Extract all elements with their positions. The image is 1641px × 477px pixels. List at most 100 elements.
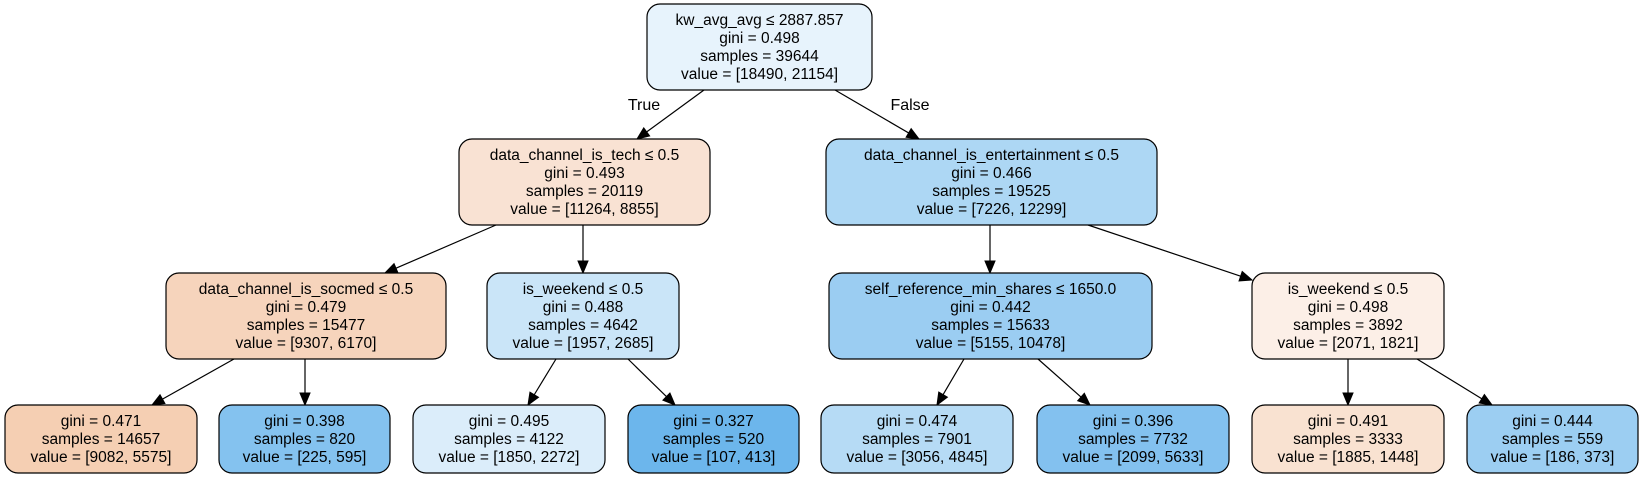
edge-line	[1037, 358, 1082, 398]
node-line: value = [2099, 5633]	[1063, 449, 1204, 466]
node-line: value = [2071, 1821]	[1278, 335, 1419, 352]
node-line: gini = 0.495	[469, 413, 550, 430]
node-line: value = [225, 595]	[243, 449, 367, 466]
edge-n5-n7	[627, 358, 676, 406]
node-line: gini = 0.466	[951, 165, 1032, 182]
node-line: samples = 14657	[42, 431, 160, 448]
edge-line	[1416, 358, 1483, 400]
node-line: self_reference_min_shares ≤ 1650.0	[865, 281, 1117, 298]
node-line: gini = 0.471	[61, 413, 142, 430]
edge-n5-n6	[527, 358, 557, 407]
edge-n0-n8: False	[834, 89, 930, 140]
node-line: gini = 0.488	[543, 299, 624, 316]
node-line: value = [1850, 2272]	[439, 449, 580, 466]
node-line: value = [18490, 21154]	[681, 66, 838, 83]
node-line: samples = 3333	[1293, 431, 1403, 448]
node-line: samples = 4642	[528, 317, 638, 334]
node-line: samples = 3892	[1293, 317, 1403, 334]
node-box	[627, 404, 800, 474]
node-line: gini = 0.398	[264, 413, 345, 430]
node-line: gini = 0.479	[266, 299, 347, 316]
node-line: gini = 0.491	[1308, 413, 1389, 430]
arrow-head	[635, 126, 651, 140]
node-line: value = [1885, 1448]	[1278, 449, 1419, 466]
edge-line	[533, 358, 557, 396]
node-box	[218, 404, 391, 474]
node-box	[458, 138, 711, 226]
node-box	[1251, 272, 1445, 360]
edge-line	[942, 358, 965, 395]
node-line: is_weekend ≤ 0.5	[1288, 281, 1409, 298]
edge-n0-n1: True	[628, 89, 705, 140]
node-line: samples = 559	[1502, 431, 1603, 448]
edge-label-true: True	[628, 97, 660, 114]
edge-line	[646, 89, 705, 133]
node-line: kw_avg_avg ≤ 2887.857	[676, 12, 844, 29]
node-line: value = [9307, 6170]	[236, 335, 377, 352]
node-line: value = [1957, 2685]	[513, 335, 654, 352]
node-box	[646, 3, 873, 91]
arrow-head	[662, 392, 676, 406]
edge-n8-n9	[984, 225, 996, 275]
tree-node-n8: data_channel_is_entertainment ≤ 0.5gini …	[825, 138, 1158, 226]
arrow-head	[1238, 270, 1254, 282]
arrow-head	[1342, 392, 1354, 407]
edge-n12-n13	[1342, 359, 1354, 407]
node-box	[165, 272, 447, 360]
node-line: samples = 7901	[862, 431, 972, 448]
node-box	[825, 138, 1158, 226]
node-line: data_channel_is_socmed ≤ 0.5	[199, 281, 413, 298]
node-box	[4, 404, 198, 474]
arrow-head	[1478, 393, 1494, 406]
edge-n1-n5	[577, 225, 589, 275]
node-line: samples = 4122	[454, 431, 564, 448]
edge-line	[1087, 224, 1241, 277]
edge-n9-n11	[1037, 358, 1091, 406]
node-line: gini = 0.498	[1308, 299, 1389, 316]
node-line: samples = 820	[254, 431, 356, 448]
edge-n2-n4	[299, 359, 311, 407]
node-line: gini = 0.498	[719, 30, 800, 47]
edge-line	[162, 358, 235, 400]
edge-n12-n14	[1416, 358, 1494, 406]
edge-line	[395, 224, 497, 269]
edge-n2-n3	[150, 358, 235, 406]
node-line: value = [186, 373]	[1491, 449, 1615, 466]
edge-n9-n10	[936, 358, 965, 407]
node-line: value = [11264, 8855]	[510, 201, 658, 218]
node-box	[486, 272, 680, 360]
arrow-head	[150, 393, 166, 406]
node-box	[820, 404, 1014, 474]
arrow-head	[936, 391, 949, 407]
node-box	[412, 404, 606, 474]
node-line: samples = 520	[663, 431, 765, 448]
node-line: samples = 20119	[526, 183, 643, 200]
node-line: samples = 15633	[931, 317, 1049, 334]
node-line: value = [5155, 10478]	[916, 335, 1066, 352]
arrow-head	[383, 262, 399, 274]
arrow-head	[577, 260, 589, 275]
node-line: value = [7226, 12299]	[917, 201, 1067, 218]
node-line: gini = 0.442	[950, 299, 1031, 316]
arrow-head	[1076, 392, 1091, 406]
node-line: gini = 0.327	[673, 413, 754, 430]
node-box	[1251, 404, 1445, 474]
node-line: samples = 19525	[932, 183, 1050, 200]
node-line: data_channel_is_tech ≤ 0.5	[490, 147, 679, 164]
node-line: is_weekend ≤ 0.5	[523, 281, 644, 298]
edge-label-false: False	[890, 97, 929, 114]
node-line: gini = 0.493	[544, 165, 625, 182]
